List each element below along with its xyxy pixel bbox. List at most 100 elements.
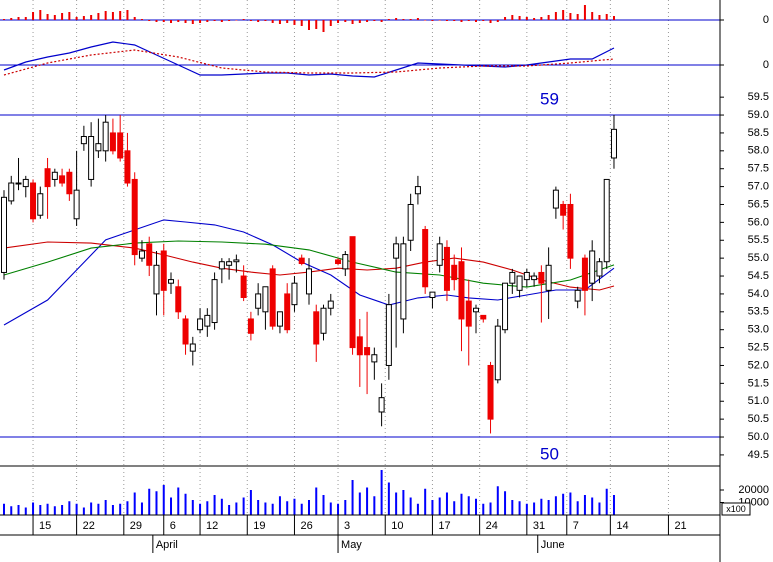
candle-body bbox=[349, 236, 356, 349]
bar bbox=[242, 497, 245, 515]
bar bbox=[569, 13, 572, 20]
candle-body bbox=[371, 354, 378, 363]
bar bbox=[358, 492, 361, 515]
bar bbox=[293, 20, 296, 25]
bar bbox=[496, 486, 499, 515]
bar bbox=[111, 12, 114, 20]
candle-body bbox=[88, 136, 95, 180]
bar bbox=[438, 497, 441, 515]
candle-body bbox=[109, 132, 116, 152]
bar bbox=[68, 12, 71, 20]
unit-box bbox=[721, 502, 751, 516]
y-tick-label: 0 bbox=[763, 59, 769, 71]
bar bbox=[431, 20, 434, 21]
bar bbox=[591, 497, 594, 515]
x-tick-label: 17 bbox=[438, 520, 450, 532]
bar bbox=[10, 506, 13, 515]
bar bbox=[562, 10, 565, 20]
bar bbox=[97, 13, 100, 20]
candle-body bbox=[560, 203, 567, 216]
bar bbox=[554, 12, 557, 20]
bar bbox=[257, 20, 260, 22]
bar bbox=[199, 503, 202, 515]
bar bbox=[598, 15, 601, 20]
bar bbox=[460, 20, 463, 22]
line-series bbox=[3, 49, 615, 76]
candle-body bbox=[80, 136, 87, 145]
bar bbox=[554, 496, 557, 515]
bar bbox=[511, 15, 514, 20]
bar bbox=[148, 20, 151, 21]
bar bbox=[104, 11, 107, 20]
candle-body bbox=[59, 175, 66, 184]
bar bbox=[199, 20, 202, 23]
candle-body bbox=[0, 196, 7, 273]
bar bbox=[220, 20, 223, 22]
candle-body bbox=[95, 143, 102, 152]
bar bbox=[518, 16, 521, 20]
bar bbox=[533, 18, 536, 20]
bar bbox=[213, 495, 216, 515]
bar bbox=[90, 502, 93, 515]
bar bbox=[351, 480, 354, 515]
bar bbox=[97, 503, 100, 515]
x-tick-label: 29 bbox=[130, 520, 142, 532]
bar bbox=[286, 501, 289, 515]
bar bbox=[184, 20, 187, 23]
bar bbox=[562, 493, 565, 515]
candle-body bbox=[168, 279, 175, 284]
x-tick-label: 26 bbox=[300, 520, 312, 532]
x-tick-label: 21 bbox=[674, 520, 686, 532]
candle-body bbox=[509, 271, 516, 284]
x-tick-label: 7 bbox=[573, 520, 579, 532]
candle-body bbox=[567, 203, 574, 259]
y-tick-label: 55.5 bbox=[748, 234, 769, 246]
candle-body bbox=[552, 189, 559, 209]
bar bbox=[511, 500, 514, 515]
candle-body bbox=[22, 178, 29, 188]
bar bbox=[39, 505, 42, 515]
bar bbox=[482, 20, 485, 21]
y-tick-label: 59.0 bbox=[748, 109, 769, 121]
bar bbox=[235, 20, 238, 21]
x-tick-label: 12 bbox=[206, 520, 218, 532]
candle-body bbox=[153, 264, 160, 295]
candle-body bbox=[276, 311, 283, 327]
bar bbox=[460, 493, 463, 515]
bar bbox=[61, 505, 64, 515]
bar bbox=[380, 20, 383, 22]
bar bbox=[133, 17, 136, 20]
bar bbox=[344, 500, 347, 515]
bar bbox=[184, 493, 187, 515]
bar bbox=[373, 20, 376, 21]
bar bbox=[395, 492, 398, 515]
bar bbox=[605, 488, 608, 515]
bar bbox=[148, 488, 151, 515]
candle-body bbox=[574, 289, 581, 302]
bar bbox=[162, 485, 165, 515]
bar bbox=[206, 20, 209, 22]
candle-body bbox=[218, 261, 225, 270]
candle-body bbox=[305, 268, 312, 295]
bar bbox=[191, 500, 194, 515]
candle-body bbox=[124, 150, 131, 184]
bar bbox=[191, 20, 194, 24]
bar bbox=[228, 20, 231, 21]
bar bbox=[271, 20, 274, 23]
bar bbox=[489, 502, 492, 515]
candle-body bbox=[443, 246, 450, 291]
y-tick-label: 51.0 bbox=[748, 395, 769, 407]
y-tick-label: 59.5 bbox=[748, 91, 769, 103]
bar bbox=[53, 15, 56, 20]
candle-body bbox=[189, 343, 196, 352]
bar bbox=[278, 20, 281, 24]
bar bbox=[373, 496, 376, 515]
candle-body bbox=[378, 397, 385, 413]
bar bbox=[482, 503, 485, 515]
bar bbox=[467, 20, 470, 21]
candle-body bbox=[73, 189, 80, 220]
bar bbox=[504, 17, 507, 20]
bar bbox=[17, 17, 20, 20]
